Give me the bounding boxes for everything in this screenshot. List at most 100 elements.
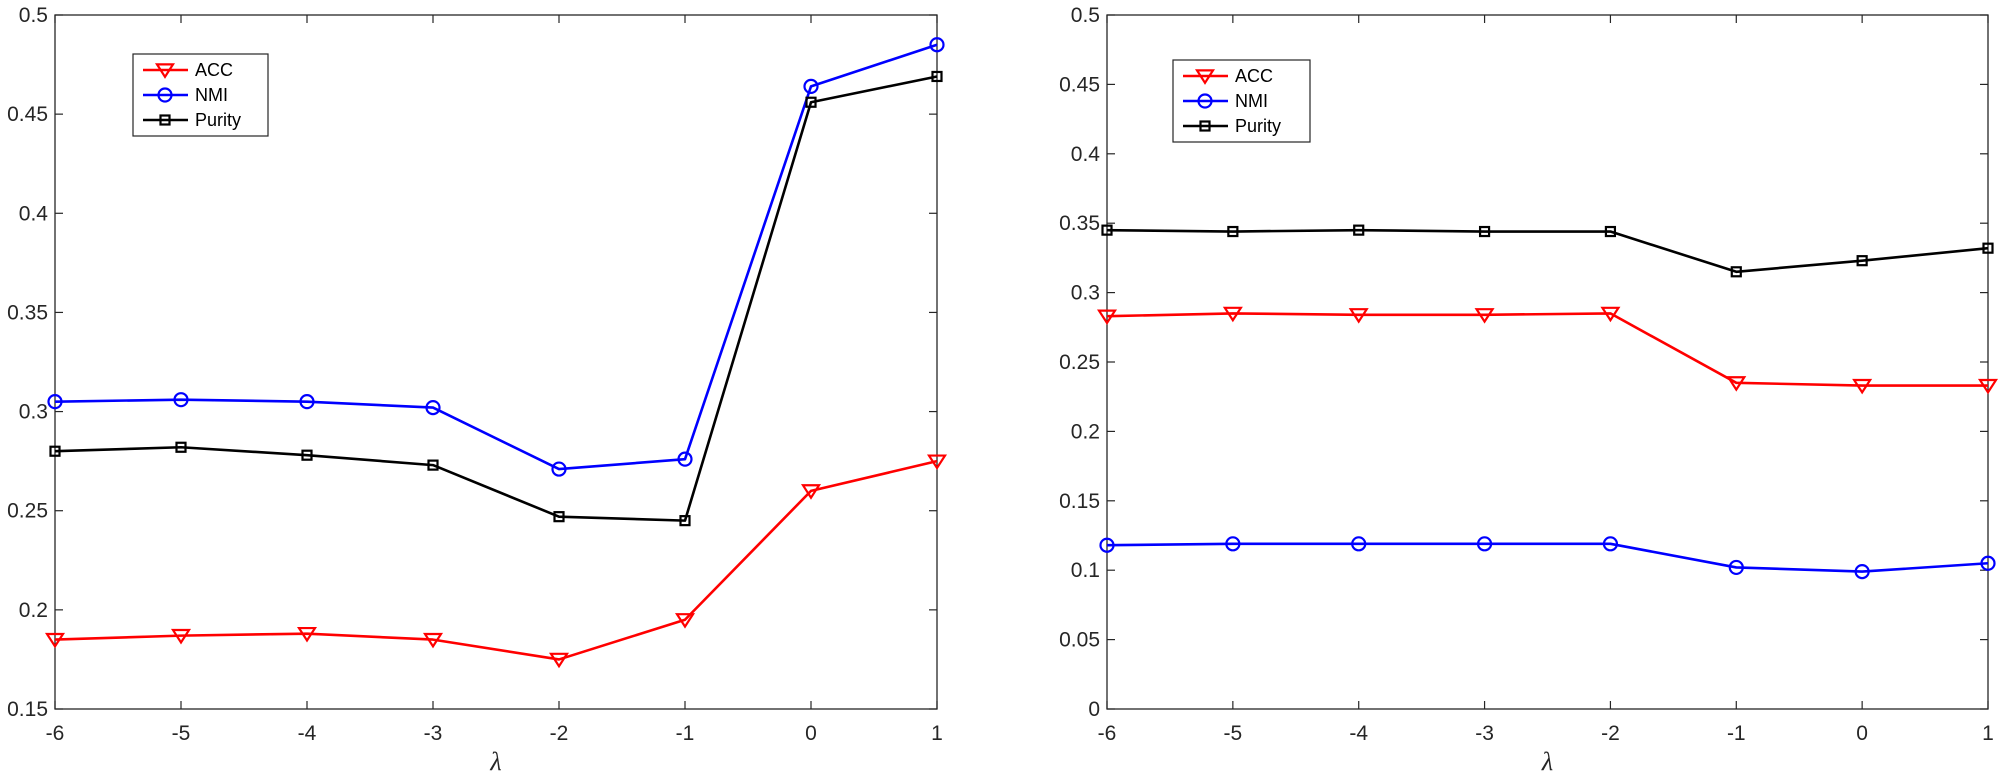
y-tick-label: 0.5 [19,4,48,27]
x-tick-label: -5 [172,722,191,745]
data-point [422,632,444,649]
x-tick-label: -2 [1601,722,1620,745]
legend-marker [1194,69,1216,85]
series-nmi [1099,536,1996,580]
legend-label: ACC [195,60,233,80]
data-point [1600,306,1621,323]
y-tick-label: 0.2 [1071,420,1100,443]
data-point [926,454,948,470]
data-point [1222,306,1243,323]
y-tick-label: 0.25 [1059,351,1100,374]
legend-marker [154,63,176,79]
chart-left: -6 -5 -4 -3 -2 -1 0 1 0.15 0.2 0.25 0.3 0.35 0.4 0.45 0… [7,4,948,773]
x-tick-label: -5 [1224,722,1243,745]
data-point [800,484,822,500]
data-point [1852,378,1873,395]
x-tick-label: 0 [1856,722,1868,745]
data-point [1348,308,1369,324]
data-point [1728,559,1744,576]
legend-item-purity: Purity [143,110,241,130]
y-tick-label: 0.1 [1071,559,1100,582]
legend-item-nmi: NMI [143,85,228,105]
data-point [931,70,943,83]
y-tick-label: 0.05 [1059,629,1100,652]
data-point [1474,308,1495,324]
y-tick-label: 0.45 [7,103,48,126]
legend-label: Purity [195,110,241,130]
x-tick-label: -2 [550,722,569,745]
data-point [47,394,63,410]
y-tick-label: 0.25 [7,500,48,523]
series-nmi [47,37,945,477]
data-point [929,37,945,53]
legend-label: ACC [1235,66,1273,86]
chart-right: -6 -5 -4 -3 -2 -1 0 1 0 0.05 0.1 0.15 0.2 0.25 0.3 0.35… [1059,4,1999,773]
legend-label: Purity [1235,116,1281,136]
x-tick-label: 1 [1982,722,1994,745]
data-point [1096,309,1118,326]
y-tick-label: 0.3 [1071,282,1100,305]
data-point [1730,266,1742,278]
legend-label: NMI [1235,91,1268,111]
data-point [425,400,441,416]
data-point [299,394,315,410]
legend-item-acc: ACC [143,60,233,80]
data-point [1604,225,1617,238]
data-point [1227,225,1239,238]
series-acc [44,454,948,669]
data-point [1977,378,1999,395]
data-point [1854,563,1870,580]
x-tick-label: 1 [931,722,943,745]
data-point [1225,536,1241,552]
data-point [1982,242,1994,254]
legend: ACC NMI Purity [1172,59,1311,143]
y-tick-label: 0.15 [1059,490,1100,513]
x-tick-label: -4 [298,722,317,745]
x-axis-label: λ [489,747,501,773]
data-point [301,449,313,461]
x-tick-label: -6 [46,722,65,745]
data-point [1099,537,1115,553]
x-tick-label: -1 [1727,722,1746,745]
x-tick-label: -1 [676,722,695,745]
y-tick-label: 0 [1088,698,1100,721]
series-line [1106,542,1989,573]
y-tick-label: 0.35 [1059,212,1100,235]
data-point [548,652,570,669]
data-point [1980,555,1996,571]
y-tick-label: 0.2 [19,599,48,622]
x-tick-label: -4 [1349,722,1368,745]
data-point [1353,224,1365,236]
series-line [54,43,938,471]
data-point [551,461,567,477]
legend-marker [159,114,171,126]
legend-item-nmi: NMI [1183,91,1268,111]
data-point [1476,536,1493,552]
series-purity [1101,224,1994,278]
y-tick-label: 0.5 [1071,4,1100,27]
data-point [175,441,187,453]
x-tick-label: -3 [424,722,443,745]
data-point [296,626,318,643]
x-axis-label: λ [1541,747,1553,773]
x-tick-label: -6 [1098,722,1117,745]
legend-item-purity: Purity [1183,116,1281,136]
data-point [1726,376,1747,392]
series-purity [49,70,943,527]
legend-marker [157,87,173,103]
y-tick-label: 0.35 [7,301,48,324]
data-point [803,78,819,94]
data-point [1856,255,1868,267]
legend-marker [1197,93,1213,109]
x-tick-label: 0 [805,722,817,745]
y-tick-label: 0.3 [19,401,48,424]
data-point [1602,536,1619,552]
data-point [553,511,565,523]
data-point [677,451,693,467]
y-tick-label: 0.45 [1059,73,1100,96]
data-point [49,445,61,457]
data-point [170,628,192,645]
legend-marker [1199,120,1211,132]
data-point [1101,224,1113,236]
